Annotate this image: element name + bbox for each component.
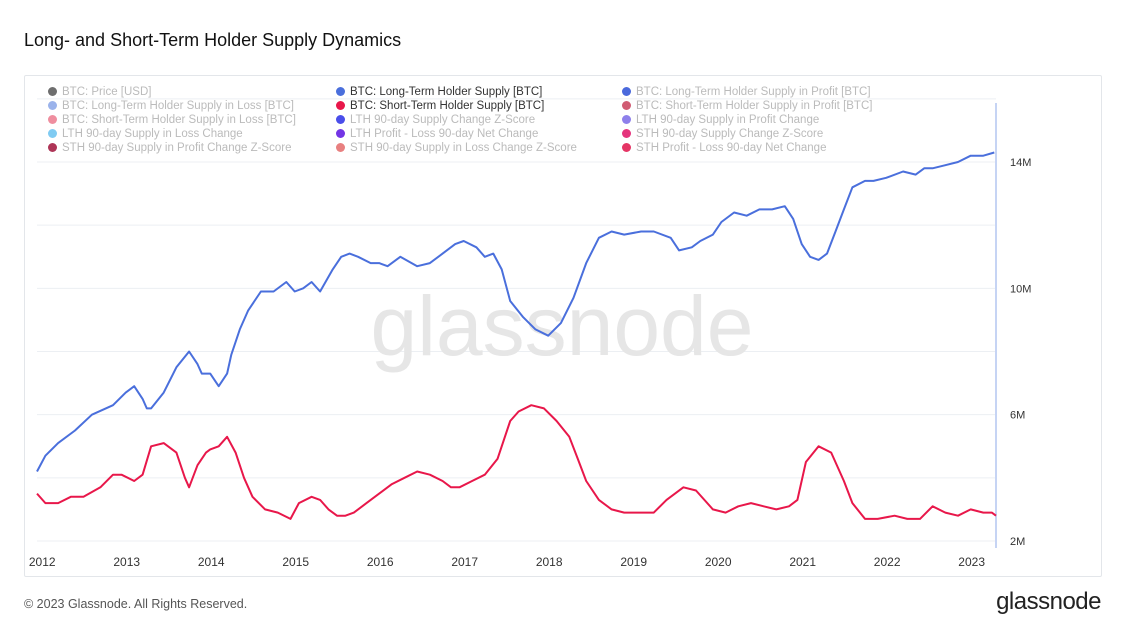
- series-line-lth-supply[interactable]: [36, 151, 995, 472]
- legend-label: BTC: Long-Term Holder Supply [BTC]: [350, 86, 543, 98]
- legend-item[interactable]: BTC: Price [USD]: [48, 86, 151, 98]
- legend-dot-icon: [622, 87, 631, 96]
- x-tick-label: 2021: [789, 555, 816, 569]
- legend-label: BTC: Short-Term Holder Supply in Profit …: [636, 100, 873, 112]
- y-tick-label: 6M: [1010, 410, 1025, 422]
- legend-item[interactable]: STH 90-day Supply in Loss Change Z-Score: [336, 142, 577, 154]
- legend-label: STH 90-day Supply Change Z-Score: [636, 128, 824, 140]
- x-tick-label: 2014: [198, 555, 225, 569]
- x-tick-label: 2015: [282, 555, 309, 569]
- legend-item[interactable]: STH Profit - Loss 90-day Net Change: [622, 142, 826, 154]
- x-tick-label: 2013: [113, 555, 140, 569]
- brand-logo[interactable]: glassnode: [996, 588, 1101, 615]
- legend-dot-icon: [336, 115, 345, 124]
- legend-label: BTC: Short-Term Holder Supply [BTC]: [350, 100, 545, 112]
- legend-item[interactable]: STH 90-day Supply Change Z-Score: [622, 128, 823, 140]
- y-tick-label: 2M: [1010, 536, 1025, 548]
- legend-dot-icon: [336, 87, 345, 96]
- legend-dot-icon: [48, 115, 57, 124]
- x-tick-label: 2019: [620, 555, 647, 569]
- page-title: Long- and Short-Term Holder Supply Dynam…: [24, 30, 402, 50]
- legend-label: BTC: Short-Term Holder Supply in Loss [B…: [62, 114, 296, 126]
- x-tick-label: 2018: [536, 555, 563, 569]
- legend-item[interactable]: LTH 90-day Supply in Profit Change: [622, 114, 819, 126]
- legend-item[interactable]: BTC: Long-Term Holder Supply in Loss [BT…: [48, 100, 294, 112]
- x-tick-label: 2022: [874, 555, 901, 569]
- legend-item[interactable]: BTC: Short-Term Holder Supply [BTC]: [336, 100, 544, 112]
- legend-label: STH 90-day Supply in Loss Change Z-Score: [350, 142, 577, 154]
- legend-dot-icon: [48, 143, 57, 152]
- legend-dot-icon: [622, 129, 631, 138]
- x-tick-label: 2016: [367, 555, 394, 569]
- x-tick-label: 2012: [29, 555, 56, 569]
- legend-dot-icon: [48, 101, 57, 110]
- legend-label: LTH Profit - Loss 90-day Net Change: [350, 128, 539, 140]
- x-axis: 2012 2013 2014 2015 2016 2017 2018 2019 2020 2021…: [29, 555, 985, 569]
- chart-card: [24, 75, 1102, 577]
- legend-dot-icon: [622, 115, 631, 124]
- x-tick-label: 2017: [451, 555, 478, 569]
- gridlines: [37, 98, 996, 542]
- legend-item[interactable]: LTH 90-day Supply Change Z-Score: [336, 114, 535, 126]
- legend-item[interactable]: BTC: Short-Term Holder Supply in Profit …: [622, 100, 872, 112]
- y-axis: 2M 6M 10M 14M: [1010, 157, 1031, 548]
- legend-dot-icon: [48, 87, 57, 96]
- legend-dot-icon: [336, 143, 345, 152]
- legend-item[interactable]: BTC: Long-Term Holder Supply [BTC]: [336, 86, 542, 98]
- legend-item[interactable]: BTC: Short-Term Holder Supply in Loss [B…: [48, 114, 296, 126]
- legend-dot-icon: [336, 129, 345, 138]
- series-lines: [36, 151, 997, 520]
- legend-dot-icon: [622, 101, 631, 110]
- x-tick-label: 2023: [958, 555, 985, 569]
- legend-item[interactable]: LTH Profit - Loss 90-day Net Change: [336, 128, 538, 140]
- legend-item[interactable]: STH 90-day Supply in Profit Change Z-Sco…: [48, 142, 291, 154]
- copyright-text: © 2023 Glassnode. All Rights Reserved.: [24, 597, 248, 611]
- legend-item[interactable]: BTC: Long-Term Holder Supply in Profit […: [622, 86, 871, 98]
- legend-label: BTC: Long-Term Holder Supply in Profit […: [636, 86, 871, 98]
- legend-label: BTC: Price [USD]: [62, 86, 152, 98]
- legend-label: STH Profit - Loss 90-day Net Change: [636, 142, 827, 154]
- legend-label: STH 90-day Supply in Profit Change Z-Sco…: [62, 142, 292, 154]
- series-line-sth-supply[interactable]: [36, 404, 997, 520]
- legend-dot-icon: [622, 143, 631, 152]
- legend-item[interactable]: LTH 90-day Supply in Loss Change: [48, 128, 243, 140]
- legend-label: BTC: Long-Term Holder Supply in Loss [BT…: [62, 100, 295, 112]
- legend-label: LTH 90-day Supply Change Z-Score: [350, 114, 536, 126]
- watermark: glassnode: [371, 279, 754, 373]
- legend-label: LTH 90-day Supply in Loss Change: [62, 128, 243, 140]
- y-tick-label: 14M: [1010, 157, 1031, 169]
- y-tick-label: 10M: [1010, 283, 1031, 295]
- x-tick-label: 2020: [705, 555, 732, 569]
- legend-dot-icon: [48, 129, 57, 138]
- legend-dot-icon: [336, 101, 345, 110]
- legend-label: LTH 90-day Supply in Profit Change: [636, 114, 820, 126]
